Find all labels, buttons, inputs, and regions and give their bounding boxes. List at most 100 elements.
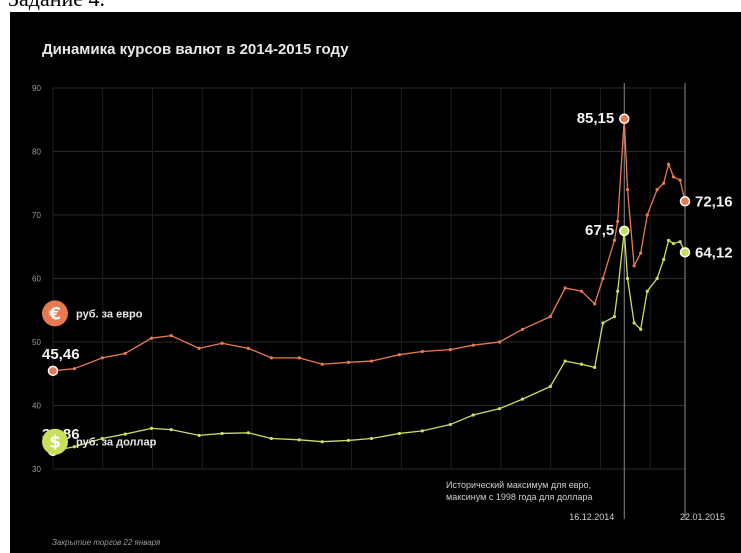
currency-chart: Динамика курсов валют в 2014-2015 году 3…: [32, 41, 733, 547]
data-point: [397, 431, 401, 436]
chart-panel: Динамика курсов валют в 2014-2015 году 3…: [10, 12, 741, 553]
annotation-line-2: максинум с 1998 года для доллара: [446, 492, 592, 502]
y-tick-label: 80: [32, 148, 41, 157]
data-point: [645, 213, 649, 217]
data-point: [632, 264, 636, 268]
legend-symbol: €: [48, 304, 61, 324]
data-point: [678, 240, 682, 244]
data-point: [169, 428, 173, 432]
legend-item: € руб. за евро: [42, 300, 143, 327]
data-point: [639, 251, 643, 255]
y-tick-label: 50: [32, 338, 41, 347]
data-point: [601, 321, 605, 325]
data-point: [246, 346, 250, 350]
data-point: [197, 346, 201, 350]
data-point: [220, 341, 224, 345]
data-point: [149, 336, 154, 340]
data-point: [601, 276, 605, 281]
data-point: [579, 289, 584, 293]
end-value-label: 72,16: [695, 193, 733, 210]
data-point: [369, 359, 374, 363]
data-point: [616, 289, 620, 293]
page-heading: Задание 4.: [8, 0, 105, 12]
data-point: [639, 327, 643, 331]
data-point: [448, 422, 452, 427]
date-label: 22.01.2015: [680, 512, 725, 522]
date-label: 16.12.2014: [569, 512, 614, 522]
data-point: [625, 276, 630, 281]
data-point: [72, 367, 76, 371]
data-point: [369, 436, 374, 441]
data-point: [666, 162, 671, 166]
data-point: [320, 440, 324, 444]
euro-icon: [42, 300, 68, 327]
data-point: [662, 257, 666, 262]
data-point: [625, 188, 630, 192]
data-point: [666, 238, 671, 242]
data-point: [497, 407, 502, 411]
data-point: [612, 315, 617, 319]
data-point: [297, 356, 301, 360]
data-point: [269, 436, 273, 441]
series-line: [52, 118, 686, 372]
legend-symbol: $: [49, 433, 61, 453]
y-tick-label: 90: [32, 84, 41, 93]
y-tick-label: 40: [32, 402, 41, 411]
data-point: [346, 438, 351, 443]
data-point: [671, 175, 676, 179]
highlight-marker: [619, 113, 630, 125]
data-point: [655, 188, 659, 192]
series-euro: [51, 117, 687, 373]
y-tick-label: 70: [32, 211, 41, 220]
data-point: [420, 429, 424, 433]
data-point: [579, 362, 584, 366]
dollar-icon: [42, 428, 68, 455]
annotation-line-1: Исторический максимум для евро,: [446, 480, 591, 490]
data-point: [123, 351, 127, 356]
data-point: [632, 321, 636, 325]
chart-title: Динамика курсов валют в 2014-2015 году: [42, 41, 349, 58]
data-point: [197, 433, 201, 437]
start-value-label: 45,46: [42, 346, 80, 363]
data-point: [616, 219, 620, 223]
data-point: [320, 362, 324, 366]
data-point: [678, 178, 682, 182]
footnote: Закрытие торгов 22 января: [52, 538, 161, 547]
data-point: [593, 365, 597, 369]
data-point: [645, 289, 649, 293]
highlight-marker: [47, 365, 59, 377]
data-point: [471, 413, 475, 417]
highlight-marker: [619, 225, 630, 237]
peak-value-label: 67,5: [585, 222, 614, 239]
data-point: [548, 384, 552, 389]
data-point: [220, 431, 224, 436]
data-point: [72, 445, 76, 449]
data-point: [397, 353, 401, 357]
data-point: [471, 343, 475, 347]
peak-value-label: 85,15: [577, 110, 615, 127]
data-point: [612, 238, 617, 242]
highlight-marker: [679, 247, 691, 258]
data-point: [123, 432, 127, 436]
data-point: [246, 431, 250, 435]
legend-label: руб. за евро: [76, 308, 143, 320]
data-point: [662, 181, 666, 185]
data-point: [671, 241, 676, 246]
data-point: [346, 360, 351, 364]
data-point: [548, 315, 552, 319]
y-tick-label: 60: [32, 275, 41, 284]
data-point: [297, 438, 301, 442]
data-point: [169, 334, 173, 338]
data-point: [593, 302, 597, 306]
data-point: [149, 426, 154, 430]
legend-item: $ руб. за доллар: [42, 428, 157, 455]
data-point: [655, 276, 659, 281]
data-point: [100, 436, 104, 441]
data-point: [100, 356, 104, 360]
data-point: [448, 348, 452, 352]
data-point: [563, 359, 567, 363]
data-point: [520, 397, 525, 401]
data-point: [563, 286, 567, 290]
data-point: [420, 349, 424, 354]
series-line: [52, 230, 686, 452]
